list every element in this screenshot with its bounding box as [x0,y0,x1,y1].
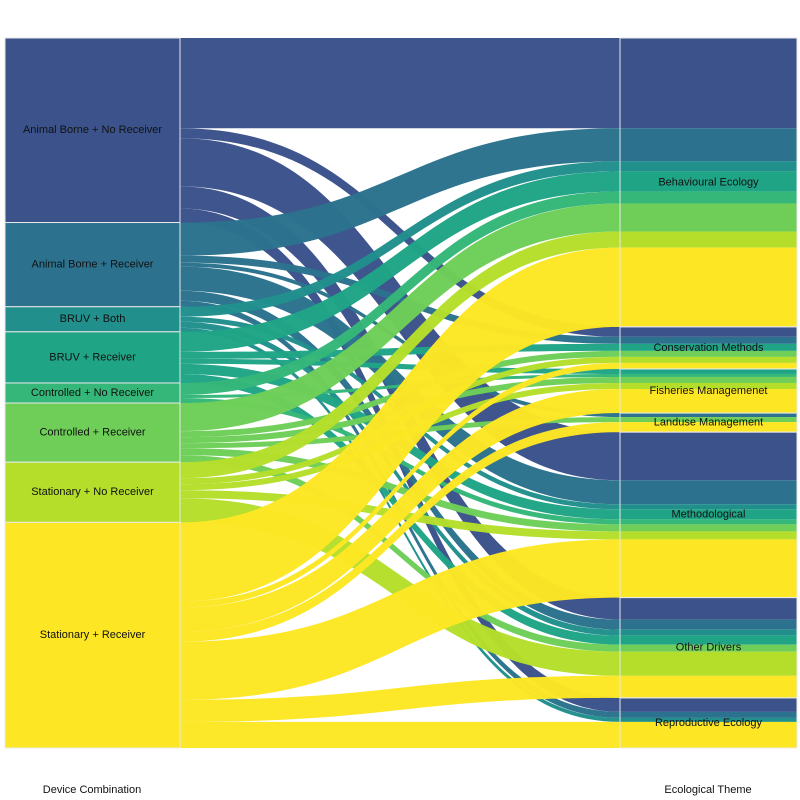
flow [180,721,620,748]
right-stratum-segment [620,597,797,620]
flow [180,128,620,337]
right-stratum-segment [620,362,797,369]
left-stratum-label: BRUV + Both [60,313,126,325]
right-stratum-segment [620,504,797,510]
right-stratum-label: Landuse Management [654,416,763,428]
right-stratum-label: Reproductive Ecology [655,717,763,729]
flows [180,38,620,748]
flow [180,362,620,608]
left-axis-label: Device Combination [43,784,141,796]
right-stratum-segment [620,524,797,532]
left-stratum [4,331,181,384]
right-stratum-segment [620,376,797,383]
left-stratum-label: Animal Borne + No Receiver [23,124,162,136]
left-stratum-label: Controlled + Receiver [39,427,145,439]
right-stratum-segment [620,373,797,377]
left-stratum [4,306,181,333]
flow [180,455,620,652]
right-stratum-segment [620,203,797,232]
flow [180,448,620,532]
left-stratum-label: BRUV + Receiver [49,351,136,363]
right-stratum-segment [620,519,797,525]
flow [180,403,620,645]
right-stratum-label: Behavioural Ecology [658,176,759,188]
right-stratum-label: Fisheries Managemenet [649,385,767,397]
flow [180,255,620,344]
right-stratum-segment [620,388,797,414]
left-stratum-label: Animal Borne + Receiver [32,259,154,271]
left-stratum [4,461,181,523]
left-stratum [4,402,181,463]
right-stratum-segment [620,717,797,722]
flow [180,327,620,722]
right-stratum-segment [620,38,797,129]
right-stratum-segment [620,161,797,172]
right-stratum-segment [620,356,797,363]
right-stratum-segment [620,413,797,418]
flow [180,498,620,676]
flow [180,171,620,352]
right-stratum-segment [620,480,797,505]
left-stratum-label: Controlled + No Receiver [31,387,155,399]
right-stratum-segment [620,635,797,645]
blocks [4,37,798,749]
flow [180,161,620,317]
right-stratum-segment [620,675,797,698]
right-stratum-segment [620,711,797,718]
right-stratum-segment [620,382,797,389]
flow [180,388,620,632]
flow [180,128,620,256]
flow [180,262,620,418]
right-stratum-segment [620,531,797,540]
right-stratum-segment [620,629,797,636]
right-stratum-segment [620,432,797,481]
right-stratum-segment [620,651,797,676]
right-stratum-label: Methodological [672,509,746,521]
flow [180,231,620,479]
left-stratum-label: Stationary + No Receiver [31,486,154,498]
left-stratum [4,37,181,224]
flow [180,403,620,722]
right-stratum-segment [620,171,797,192]
flow [180,203,620,432]
right-stratum-segment [620,368,797,374]
flow [180,422,620,642]
flow [180,675,620,722]
right-stratum-segment [620,721,797,748]
right-stratum-segment [620,350,797,357]
right-stratum-segment [620,336,797,344]
left-stratum-label: Stationary + Receiver [40,629,146,641]
right-stratum [619,697,798,749]
right-stratum-segment [620,247,797,327]
left-stratum [4,222,181,308]
flow [180,191,620,396]
right-stratum-segment [620,128,797,162]
right-stratum-segment [620,343,797,351]
flow [180,247,620,602]
right-stratum-label: Conservation Methods [653,342,764,354]
flow [180,321,620,636]
right-stratum-segment [620,697,797,712]
right-stratum-label: Other Drivers [676,642,742,654]
labels: Animal Borne + No Receiver Animal Borne +… [23,124,768,729]
right-axis-label: Ecological Theme [664,784,751,796]
right-stratum-segment [620,644,797,652]
right-stratum-segment [620,509,797,520]
right-stratum-segment [620,231,797,248]
right-stratum-segment [620,191,797,204]
right-stratum-segment [620,539,797,598]
flow [180,138,620,414]
left-stratum [4,521,181,749]
flow [180,38,620,129]
flow [180,539,620,700]
right-stratum-segment [620,422,797,433]
right-stratum-segment [620,619,797,630]
right-stratum-segment [620,326,797,337]
right-stratum-segment [620,417,797,423]
